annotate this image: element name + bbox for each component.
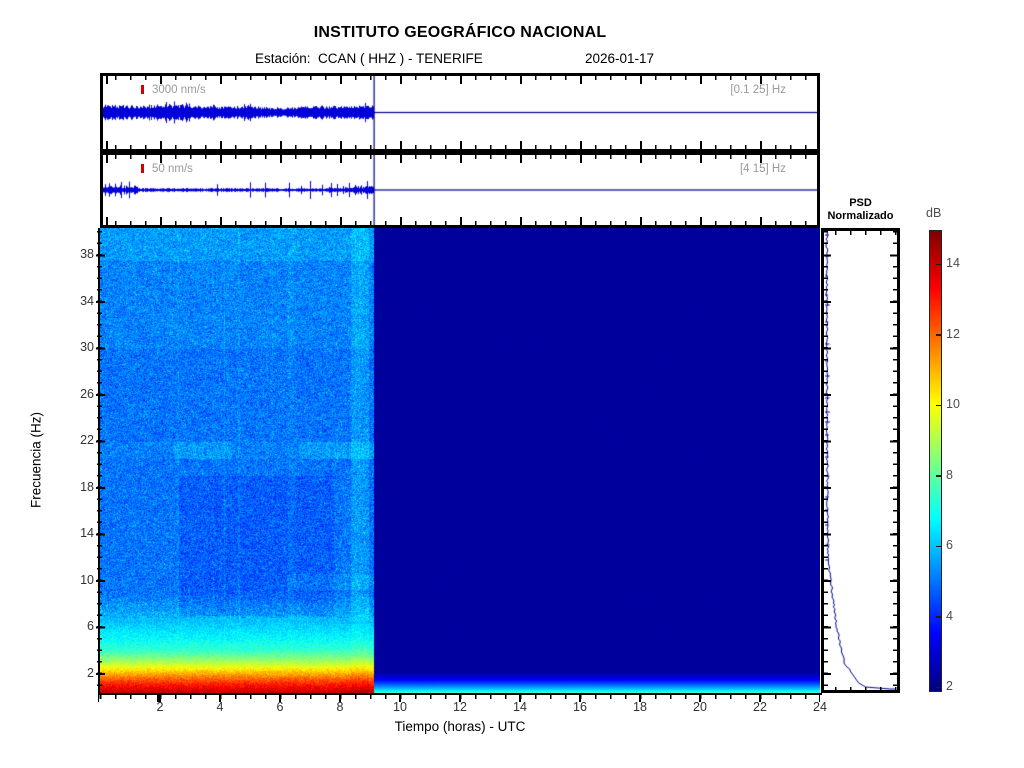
- colorbar-tick-label: 2: [946, 679, 953, 694]
- colorbar-tick: [936, 475, 941, 477]
- trace2-top-major-ticks: [103, 155, 817, 163]
- colorbar-tick: [936, 616, 941, 618]
- trace2-scale-label: 50 nm/s: [152, 163, 193, 175]
- page-title: INSTITUTO GEOGRÁFICO NACIONAL: [313, 24, 607, 41]
- colorbar-tick-label: 8: [946, 467, 953, 482]
- x-tick-label: 8: [336, 700, 344, 714]
- y-tick-label: 26: [80, 386, 94, 401]
- y-tick-label: 30: [80, 340, 94, 355]
- trace1-bottom-major-ticks: [103, 141, 817, 149]
- colorbar-tick: [936, 545, 941, 548]
- colorbar-tick-label: 10: [946, 397, 960, 412]
- psd-title-line2: Normalizado: [827, 210, 894, 222]
- psd-right-major-ticks: [890, 231, 897, 690]
- trace1-filter-label: [0.1 25] Hz: [730, 84, 786, 96]
- psd-bottom-minor-ticks: [824, 686, 897, 690]
- trace1-top-major-ticks: [103, 76, 817, 84]
- y-tick-label: 2: [87, 665, 94, 680]
- colorbar-tick-label: 12: [946, 326, 960, 341]
- psd-curve: [824, 231, 897, 690]
- y-axis-major-ticks: [96, 228, 105, 693]
- x-tick-label: 20: [693, 700, 707, 714]
- x-axis-line: [98, 693, 822, 695]
- x-tick-label: 16: [573, 700, 587, 714]
- x-tick-label: 22: [753, 700, 767, 714]
- psd-top-minor-ticks: [824, 231, 897, 235]
- psd-title-line1: PSD: [849, 197, 872, 209]
- y-axis-title: Frecuencia (Hz): [28, 411, 44, 509]
- x-tick-label: 14: [513, 700, 527, 714]
- spectrogram-image: [100, 228, 820, 693]
- x-tick-label: 4: [216, 700, 224, 714]
- x-tick-label: 12: [453, 700, 467, 714]
- colorbar-tick-label: 6: [946, 538, 953, 553]
- scale-marker-icon: [141, 85, 144, 94]
- trace-1-waveform: [103, 76, 817, 149]
- psd-left-major-ticks: [824, 231, 831, 690]
- y-tick-label: 14: [80, 526, 94, 541]
- trace2-bottom-major-ticks: [103, 217, 817, 225]
- colorbar-tick: [936, 686, 941, 689]
- x-tick-label: 24: [813, 700, 827, 714]
- x-axis-major-ticks: [98, 695, 820, 702]
- y-tick-label: 22: [80, 433, 94, 448]
- colorbar-tick-label: 14: [946, 256, 960, 271]
- colorbar-frame: [929, 230, 942, 692]
- trace-2-waveform: [103, 155, 817, 225]
- colorbar-gradient: [930, 231, 941, 691]
- y-tick-label: 10: [80, 572, 94, 587]
- station-subtitle: Estación: CCAN ( HHZ ) - TENERIFE: [255, 51, 483, 66]
- y-tick-label: 34: [80, 293, 94, 308]
- scale-marker-icon: [141, 164, 144, 173]
- trace2-filter-label: [4 15] Hz: [739, 163, 786, 175]
- y-tick-label: 38: [80, 247, 94, 262]
- date-label: 2026-01-17: [585, 51, 655, 66]
- colorbar-tick: [936, 404, 941, 407]
- x-tick-label: 18: [633, 700, 647, 714]
- y-tick-label: 6: [87, 619, 94, 634]
- trace1-scale-label: 3000 nm/s: [152, 84, 206, 96]
- x-tick-label: 10: [393, 700, 407, 714]
- x-axis-title: Tiempo (horas) - UTC: [394, 719, 526, 734]
- x-tick-label: 2: [156, 700, 164, 714]
- y-tick-label: 18: [80, 479, 94, 494]
- colorbar-unit-label: dB: [926, 206, 942, 220]
- x-tick-label: 6: [276, 700, 284, 714]
- colorbar-tick: [936, 263, 941, 266]
- colorbar-tick: [936, 334, 941, 336]
- colorbar-tick-label: 4: [946, 608, 953, 623]
